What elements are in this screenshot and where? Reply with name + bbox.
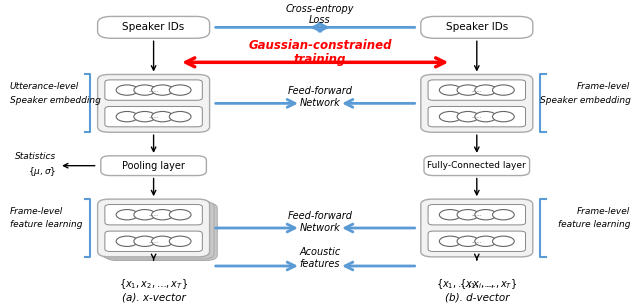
Circle shape <box>116 236 138 247</box>
Circle shape <box>170 112 191 122</box>
Text: ......: ...... <box>148 212 159 217</box>
Text: Speaker IDs: Speaker IDs <box>445 22 508 32</box>
Circle shape <box>116 85 138 95</box>
FancyBboxPatch shape <box>421 74 532 132</box>
FancyBboxPatch shape <box>97 199 210 257</box>
FancyBboxPatch shape <box>428 80 525 100</box>
Text: features: features <box>300 260 340 269</box>
Text: Frame-level: Frame-level <box>10 207 63 216</box>
Text: Gaussian-constrained: Gaussian-constrained <box>248 39 392 52</box>
Text: Speaker embedding: Speaker embedding <box>540 96 630 105</box>
FancyBboxPatch shape <box>105 231 202 251</box>
Circle shape <box>493 209 515 220</box>
Text: Frame-level: Frame-level <box>577 82 630 91</box>
Text: Utterance-level: Utterance-level <box>10 82 79 91</box>
FancyBboxPatch shape <box>100 156 206 176</box>
Text: ......: ...... <box>148 88 159 93</box>
FancyBboxPatch shape <box>105 106 202 127</box>
FancyBboxPatch shape <box>421 16 532 38</box>
Circle shape <box>134 112 156 122</box>
Text: ......: ...... <box>472 114 482 119</box>
Circle shape <box>493 236 515 247</box>
Circle shape <box>134 209 156 220</box>
Text: $\{x_1, \ldots, x_i, \ldots, x_T\}$: $\{x_1, \ldots, x_i, \ldots, x_T\}$ <box>436 277 518 291</box>
Text: ......: ...... <box>472 88 482 93</box>
Text: feature learning: feature learning <box>558 220 630 230</box>
Text: ......: ...... <box>472 239 482 244</box>
Circle shape <box>457 209 479 220</box>
Circle shape <box>170 209 191 220</box>
Circle shape <box>134 85 156 95</box>
FancyBboxPatch shape <box>428 106 525 127</box>
Text: Pooling layer: Pooling layer <box>122 161 185 171</box>
Text: feature learning: feature learning <box>10 220 82 230</box>
Text: Statistics: Statistics <box>15 152 56 161</box>
Circle shape <box>439 209 461 220</box>
Circle shape <box>152 209 173 220</box>
Text: Frame-level: Frame-level <box>577 207 630 216</box>
Text: ......: ...... <box>148 239 159 244</box>
Text: (a). x-vector: (a). x-vector <box>122 293 186 303</box>
FancyBboxPatch shape <box>102 201 214 259</box>
Circle shape <box>116 112 138 122</box>
Text: Speaker embedding: Speaker embedding <box>10 96 100 105</box>
FancyBboxPatch shape <box>428 231 525 251</box>
FancyBboxPatch shape <box>421 199 532 257</box>
Circle shape <box>134 236 156 247</box>
Circle shape <box>439 112 461 122</box>
Text: ......: ...... <box>148 114 159 119</box>
Circle shape <box>152 236 173 247</box>
Text: Network: Network <box>300 223 340 233</box>
Circle shape <box>457 236 479 247</box>
FancyBboxPatch shape <box>97 16 210 38</box>
Circle shape <box>475 112 497 122</box>
FancyBboxPatch shape <box>105 205 202 225</box>
Text: Acoustic: Acoustic <box>300 247 340 257</box>
FancyBboxPatch shape <box>428 205 525 225</box>
Circle shape <box>152 112 173 122</box>
Text: Network: Network <box>300 98 340 108</box>
Text: $\{x_1, x_2, \ldots, x_T\}$: $\{x_1, x_2, \ldots, x_T\}$ <box>119 277 188 291</box>
Circle shape <box>475 236 497 247</box>
FancyBboxPatch shape <box>105 203 218 261</box>
Circle shape <box>152 85 173 95</box>
Circle shape <box>457 85 479 95</box>
Text: Loss: Loss <box>309 15 331 25</box>
Text: Feed-forward: Feed-forward <box>287 211 353 221</box>
Text: Fully-Connected layer: Fully-Connected layer <box>428 161 526 170</box>
Text: Cross-entropy: Cross-entropy <box>285 4 355 14</box>
FancyBboxPatch shape <box>105 80 202 100</box>
Text: $\{x_1, \ldots, $: $\{x_1, \ldots, $ <box>459 277 495 291</box>
Circle shape <box>457 112 479 122</box>
Text: Speaker IDs: Speaker IDs <box>122 22 185 32</box>
Text: training: training <box>294 53 346 66</box>
Circle shape <box>493 112 515 122</box>
Circle shape <box>439 236 461 247</box>
Circle shape <box>170 85 191 95</box>
Circle shape <box>170 236 191 247</box>
FancyBboxPatch shape <box>424 156 530 176</box>
Text: (b). d-vector: (b). d-vector <box>445 293 509 303</box>
Text: Feed-forward: Feed-forward <box>287 86 353 96</box>
Text: ......: ...... <box>472 212 482 217</box>
Circle shape <box>116 209 138 220</box>
Circle shape <box>439 85 461 95</box>
Circle shape <box>475 209 497 220</box>
Circle shape <box>475 85 497 95</box>
Circle shape <box>493 85 515 95</box>
FancyBboxPatch shape <box>97 74 210 132</box>
Text: $\{\mu, \sigma\}$: $\{\mu, \sigma\}$ <box>28 165 56 178</box>
